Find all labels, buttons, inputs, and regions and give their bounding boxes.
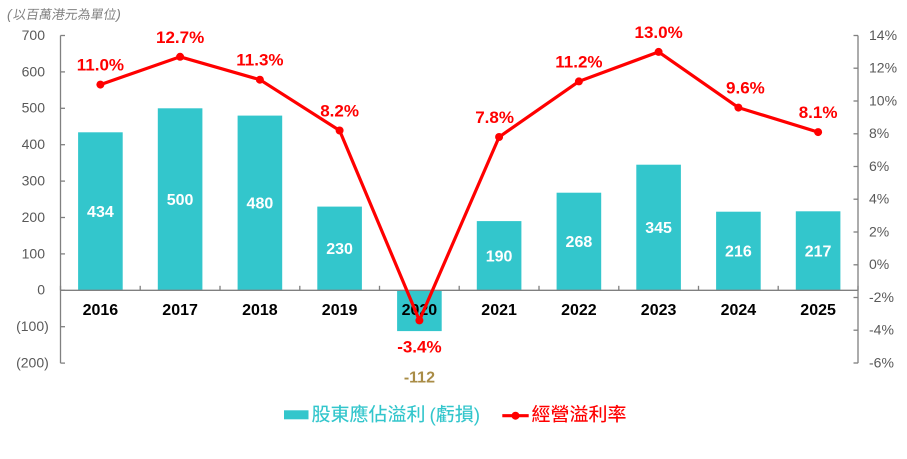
svg-text:(100): (100) — [16, 318, 49, 334]
svg-text:8.1%: 8.1% — [799, 103, 838, 122]
svg-text:2025: 2025 — [800, 302, 836, 319]
svg-text:400: 400 — [22, 136, 46, 152]
svg-text:2019: 2019 — [322, 302, 358, 319]
svg-text:14%: 14% — [869, 27, 897, 43]
svg-text:600: 600 — [22, 63, 46, 79]
svg-text:500: 500 — [167, 192, 194, 209]
svg-text:13.0%: 13.0% — [634, 23, 682, 42]
svg-text:190: 190 — [486, 248, 513, 265]
svg-text:2%: 2% — [869, 223, 889, 239]
svg-text:2020: 2020 — [402, 302, 438, 319]
svg-text:): ) — [114, 6, 121, 22]
svg-text:12%: 12% — [869, 60, 897, 76]
svg-text:0: 0 — [37, 282, 45, 298]
svg-text:200: 200 — [22, 209, 46, 225]
svg-text:12.7%: 12.7% — [156, 28, 204, 47]
svg-text:(: ( — [430, 405, 437, 426]
svg-text:345: 345 — [645, 220, 672, 237]
svg-text:700: 700 — [22, 27, 46, 43]
svg-text:9.6%: 9.6% — [726, 79, 765, 98]
svg-text:500: 500 — [22, 100, 46, 116]
svg-text:434: 434 — [87, 204, 114, 221]
svg-text:-112: -112 — [404, 369, 435, 386]
svg-text:11.3%: 11.3% — [236, 51, 283, 70]
svg-text:11.0%: 11.0% — [77, 56, 124, 75]
svg-text:8%: 8% — [869, 125, 889, 141]
svg-text:): ) — [474, 405, 480, 426]
svg-text:-3.4%: -3.4% — [397, 338, 441, 357]
svg-text:217: 217 — [805, 244, 832, 261]
svg-text:2017: 2017 — [162, 302, 198, 319]
svg-text:2024: 2024 — [721, 302, 757, 319]
svg-text:4%: 4% — [869, 191, 889, 207]
svg-text:2023: 2023 — [641, 302, 677, 319]
svg-text:480: 480 — [247, 196, 274, 213]
svg-text:(: ( — [7, 6, 13, 22]
svg-text:(200): (200) — [16, 355, 49, 371]
svg-text:268: 268 — [566, 234, 593, 251]
svg-text:-4%: -4% — [869, 322, 894, 338]
svg-text:300: 300 — [22, 173, 46, 189]
svg-text:2021: 2021 — [481, 302, 517, 319]
svg-text:-6%: -6% — [869, 354, 894, 370]
svg-text:11.2%: 11.2% — [555, 52, 602, 71]
svg-text:10%: 10% — [869, 92, 897, 108]
svg-text:7.8%: 7.8% — [475, 108, 514, 127]
svg-text:216: 216 — [725, 244, 752, 261]
svg-text:2018: 2018 — [242, 302, 278, 319]
svg-text:8.2%: 8.2% — [320, 102, 359, 121]
svg-text:100: 100 — [22, 245, 46, 261]
svg-text:-2%: -2% — [869, 289, 894, 305]
svg-text:2022: 2022 — [561, 302, 597, 319]
svg-text:0%: 0% — [869, 256, 889, 272]
svg-text:230: 230 — [326, 241, 353, 258]
svg-text:6%: 6% — [869, 158, 889, 174]
svg-text:2016: 2016 — [83, 302, 119, 319]
